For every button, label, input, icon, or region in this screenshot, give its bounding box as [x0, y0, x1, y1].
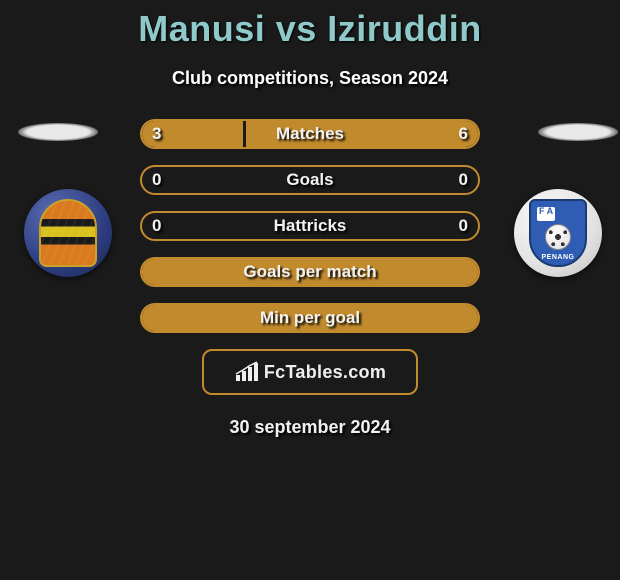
stat-value-left: 3 — [152, 124, 161, 144]
crest-team-text: PENANG — [542, 254, 575, 261]
bar-chart-icon — [234, 361, 260, 383]
stat-label: Min per goal — [260, 308, 360, 328]
stats-area: F A PENANG 3 6 Matches 0 0 Goals 0 0 Hattricks Go… — [0, 119, 620, 438]
badge-shadow-right — [538, 123, 618, 141]
stat-value-left: 0 — [152, 216, 161, 236]
team-left-badge — [24, 189, 112, 277]
team-right-crest-icon: F A PENANG — [529, 199, 587, 267]
page-title: Manusi vs Iziruddin — [0, 8, 620, 50]
stat-value-right: 0 — [459, 216, 468, 236]
stat-value-left: 0 — [152, 170, 161, 190]
stat-label: Goals per match — [243, 262, 376, 282]
badge-shadow-left — [18, 123, 98, 141]
stat-label: Goals — [286, 170, 333, 190]
team-left-crest-icon — [39, 199, 97, 267]
stat-row: 0 0 Goals — [140, 165, 480, 195]
stat-row: 3 6 Matches — [140, 119, 480, 149]
brand-text: FcTables.com — [264, 362, 386, 383]
stat-value-right: 6 — [459, 124, 468, 144]
infographic-container: Manusi vs Iziruddin Club competitions, S… — [0, 0, 620, 438]
stat-label: Matches — [276, 124, 344, 144]
stat-row: Goals per match — [140, 257, 480, 287]
page-subtitle: Club competitions, Season 2024 — [0, 68, 620, 89]
footer-date: 30 september 2024 — [0, 417, 620, 438]
crest-fa-text: F A — [539, 206, 553, 216]
stat-value-right: 0 — [459, 170, 468, 190]
team-right-badge: F A PENANG — [514, 189, 602, 277]
soccer-ball-icon — [545, 224, 571, 250]
stat-bars: 3 6 Matches 0 0 Goals 0 0 Hattricks Goals per mat… — [140, 119, 480, 333]
brand-box: FcTables.com — [202, 349, 418, 395]
stat-label: Hattricks — [274, 216, 347, 236]
stat-row: 0 0 Hattricks — [140, 211, 480, 241]
stat-row: Min per goal — [140, 303, 480, 333]
